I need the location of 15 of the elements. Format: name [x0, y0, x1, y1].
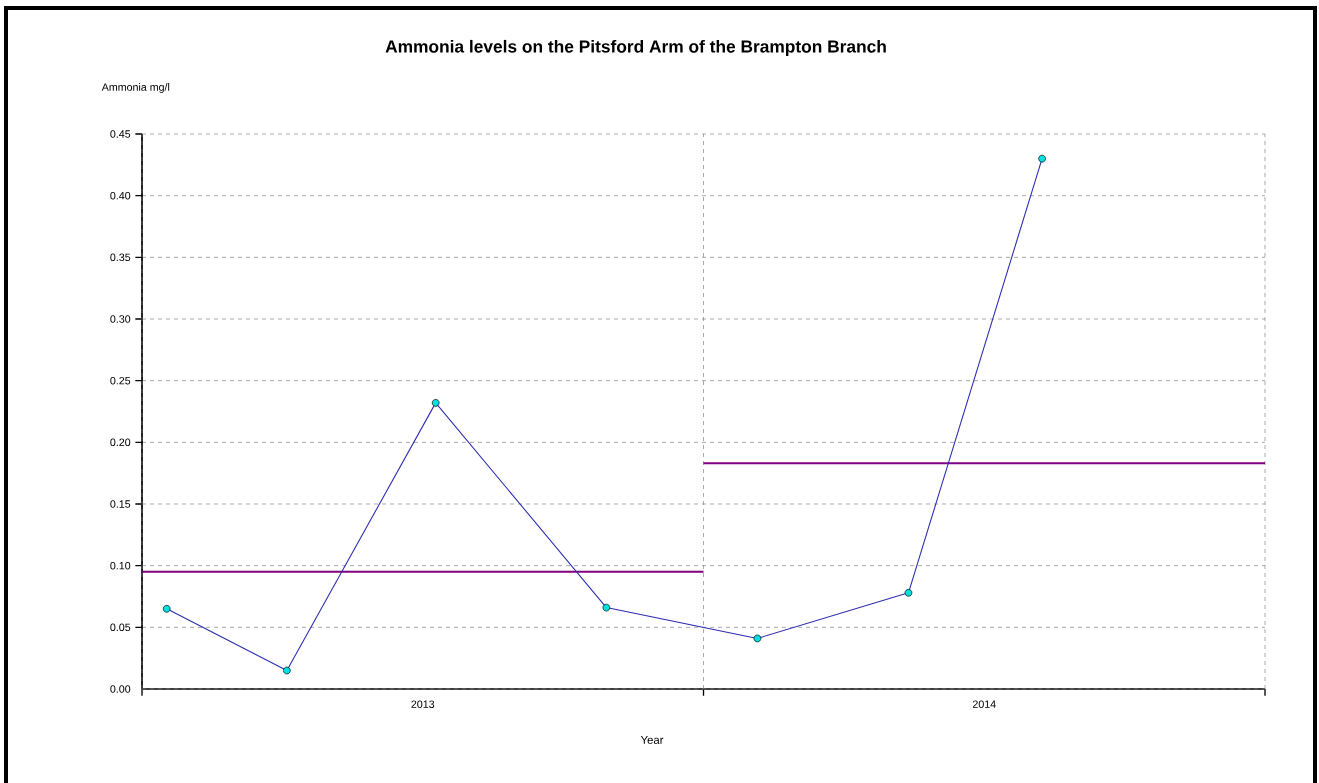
y-tick-label: 0.20 — [110, 438, 131, 447]
y-tick-label: 0.15 — [110, 500, 131, 508]
y-tick-label: 0.10 — [110, 561, 131, 570]
chart-title: Ammonia levels on the Pitsford Arm of the Brampton Branch — [385, 39, 886, 57]
y-tick-label: 0.25 — [110, 376, 131, 385]
y-axis-title: Ammonia mg/l — [101, 83, 170, 93]
y-tick-label: 0.05 — [110, 623, 131, 632]
x-tick-label: 2013 — [411, 700, 435, 708]
y-tick-label: 0.35 — [110, 253, 131, 262]
x-axis-title: Year — [640, 736, 664, 744]
y-tick-label: 0.45 — [110, 130, 131, 138]
y-tick-label: 0.00 — [110, 685, 131, 693]
y-tick-label: 0.30 — [110, 315, 131, 323]
x-tick-label: 2014 — [972, 700, 996, 708]
y-tick-label: 0.40 — [110, 191, 131, 200]
